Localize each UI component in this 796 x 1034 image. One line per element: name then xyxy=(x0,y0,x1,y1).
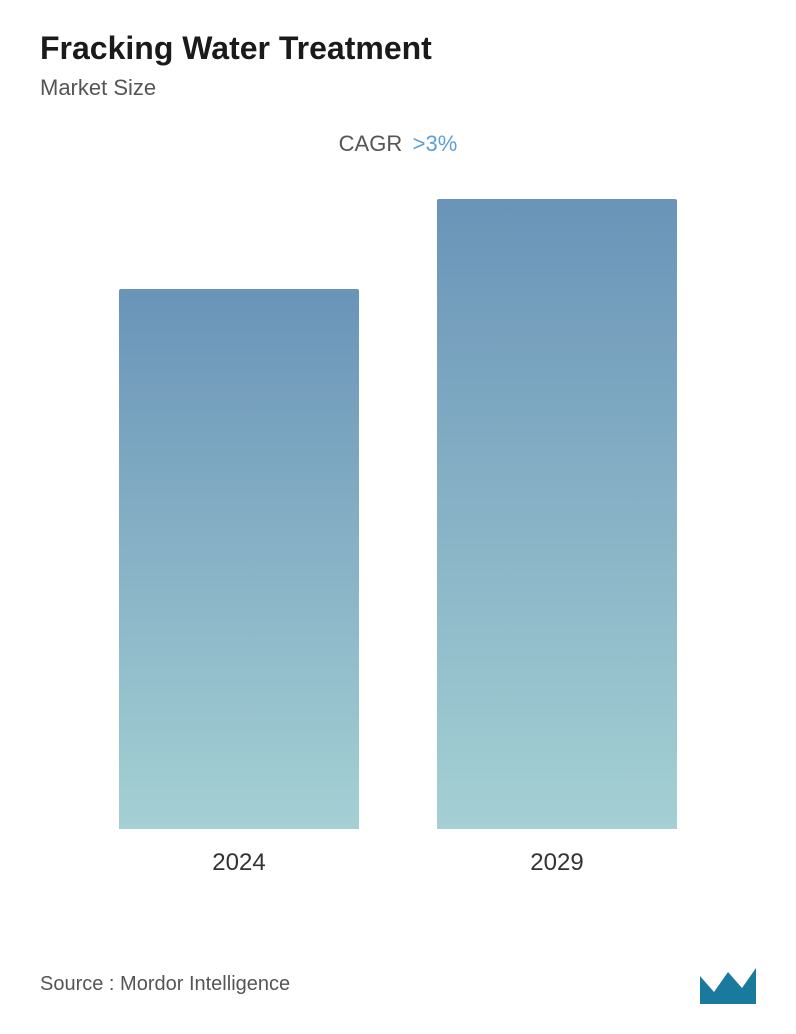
bar-chart-area: 2024 2029 xyxy=(40,217,756,877)
mordor-logo-icon xyxy=(700,964,756,1004)
bar-group-2029: 2029 xyxy=(417,199,697,877)
source-attribution: Source : Mordor Intelligence xyxy=(40,973,290,996)
bar-2029 xyxy=(437,199,677,829)
chart-container: Fracking Water Treatment Market Size CAG… xyxy=(0,0,796,1034)
cagr-label: CAGR xyxy=(339,131,403,156)
cagr-section: CAGR >3% xyxy=(40,131,756,157)
bar-label-2024: 2024 xyxy=(212,849,265,877)
logo-shape-right xyxy=(728,968,756,1004)
chart-footer: Source : Mordor Intelligence xyxy=(40,964,756,1004)
cagr-value: >3% xyxy=(413,131,458,156)
logo-shape-left xyxy=(700,972,728,1004)
bar-2024 xyxy=(119,289,359,829)
chart-subtitle: Market Size xyxy=(40,75,756,101)
bar-label-2029: 2029 xyxy=(530,849,583,877)
chart-title: Fracking Water Treatment xyxy=(40,30,756,67)
bar-group-2024: 2024 xyxy=(99,289,379,877)
